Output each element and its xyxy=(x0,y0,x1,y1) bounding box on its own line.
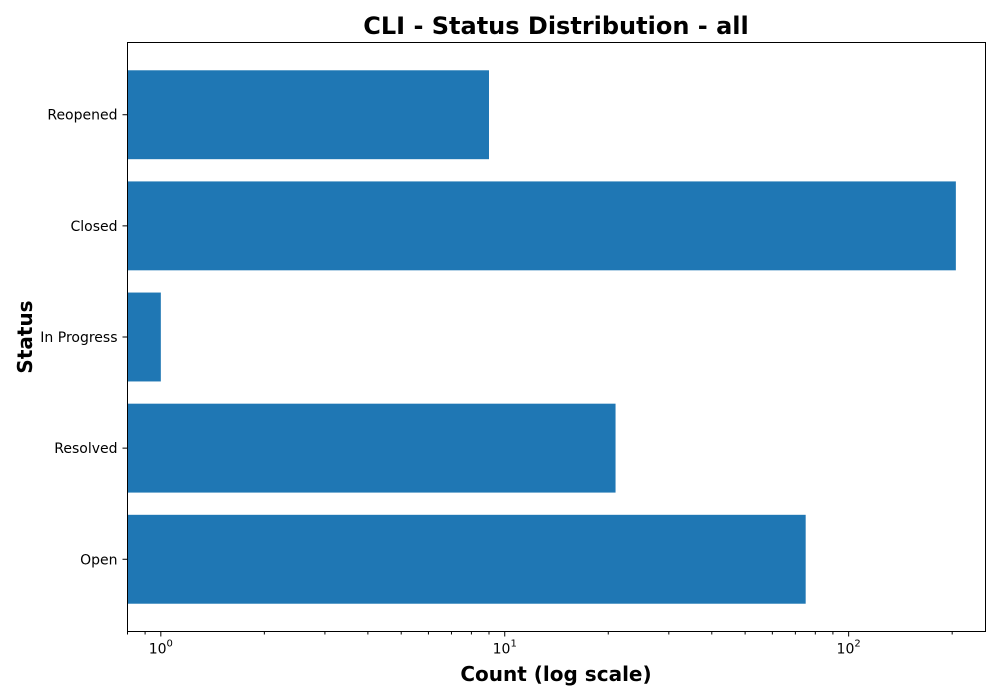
y-tick-label: Closed xyxy=(70,219,117,235)
x-tick-label-base: 10 xyxy=(149,642,167,658)
y-axis-ticks: Open Resolved In Progress Closed Reopened xyxy=(40,108,128,568)
x-axis-label: Count (log scale) xyxy=(460,662,651,686)
x-tick-label: 101 xyxy=(493,639,517,658)
y-tick-label: In Progress xyxy=(40,330,117,346)
y-tick-label: Resolved xyxy=(54,441,117,457)
x-tick-label-exponent: 0 xyxy=(167,639,173,650)
y-tick-label: Reopened xyxy=(47,108,117,124)
y-tick-label: Open xyxy=(80,552,117,568)
x-tick-label: 102 xyxy=(837,639,861,658)
x-tick-label-base: 10 xyxy=(837,642,855,658)
x-tick-label-exponent: 2 xyxy=(854,639,860,650)
bar-in-progress xyxy=(127,292,161,382)
x-axis-ticks: 100 101 102 xyxy=(127,631,953,658)
x-tick-label: 100 xyxy=(149,639,173,658)
bar-reopened xyxy=(127,70,490,160)
bar-resolved xyxy=(127,403,616,493)
x-tick-label-exponent: 1 xyxy=(510,639,516,650)
bars-group xyxy=(127,70,956,604)
plot-frame xyxy=(127,42,986,632)
y-axis-label: Status xyxy=(13,300,37,373)
x-tick-label-base: 10 xyxy=(493,642,511,658)
bar-open xyxy=(127,514,806,604)
bar-closed xyxy=(127,181,956,271)
chart-title: CLI - Status Distribution - all xyxy=(363,12,749,40)
